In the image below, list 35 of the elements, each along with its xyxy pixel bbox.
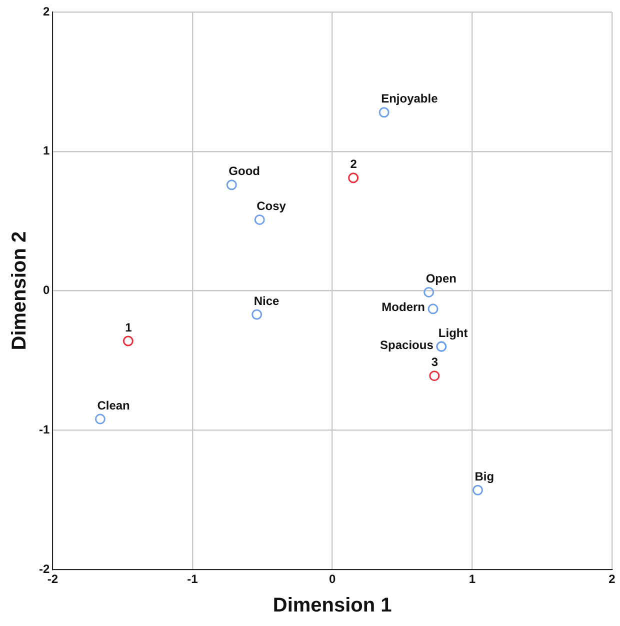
y-tick-label: 2 (42, 4, 50, 18)
annotation: 2 (350, 157, 358, 172)
x-tick-label: 0 (328, 572, 336, 586)
point (122, 336, 134, 346)
annotation: Spacious (380, 338, 434, 352)
y-tick-label: 1 (42, 144, 50, 158)
x-tick-label: 2 (608, 572, 616, 586)
annotation: Nice (254, 294, 280, 308)
annotation: 1 (125, 320, 132, 334)
point (424, 286, 434, 298)
point (429, 370, 440, 382)
point (378, 107, 390, 118)
y-tick-label: -2 (39, 562, 50, 576)
annotation: Open (426, 272, 456, 286)
annotation: Clean (97, 398, 130, 412)
x-tick-label: -1 (187, 572, 198, 586)
annotation: Good (228, 164, 260, 178)
annotation: Cosy (256, 199, 286, 214)
y-tick-label: 0 (42, 283, 50, 298)
annotation: Modern (382, 300, 426, 314)
point (428, 304, 438, 314)
point (226, 180, 237, 190)
x-tick-label: 1 (468, 572, 476, 586)
y-axis-title: Dimension 2 (8, 231, 31, 350)
x-axis-title: Dimension 1 (272, 594, 392, 617)
point (252, 309, 262, 320)
point (254, 214, 265, 225)
annotation: 3 (431, 355, 438, 370)
annotation: Big (474, 469, 494, 484)
annotation: Enjoyable (381, 92, 438, 106)
point (348, 172, 359, 184)
point (94, 414, 106, 424)
y-tick-label: -1 (39, 422, 50, 437)
point (472, 484, 484, 496)
annotation: Light (438, 326, 468, 340)
